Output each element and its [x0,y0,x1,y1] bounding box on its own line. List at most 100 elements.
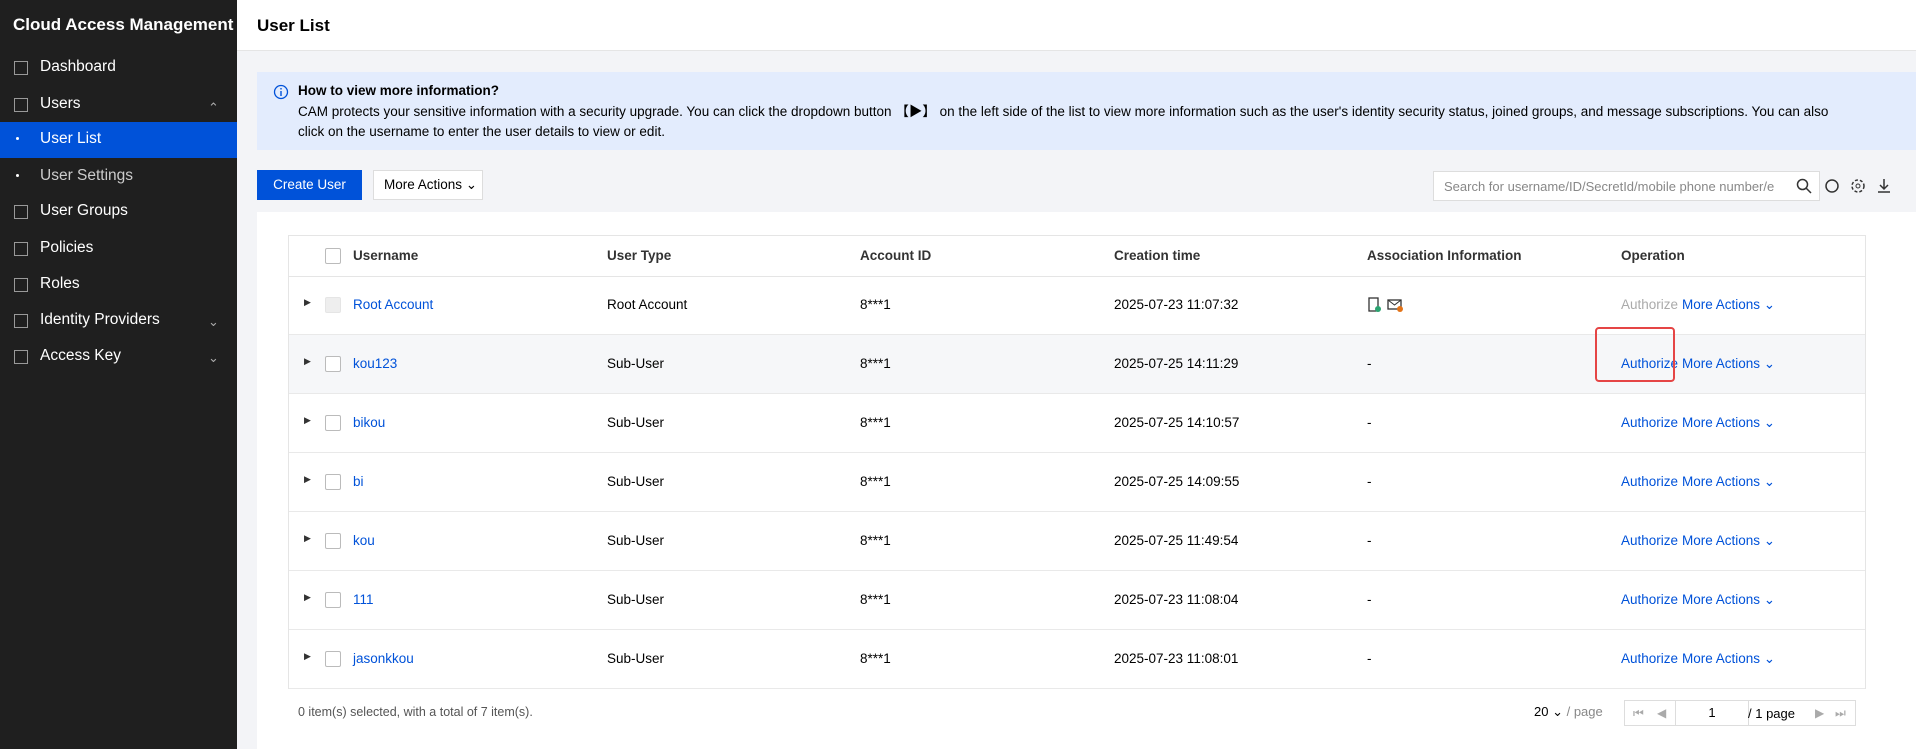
username[interactable]: 111 [353,592,374,607]
account-id: 8***1 [860,592,891,607]
more-actions-label: More Actions [1682,415,1761,430]
username[interactable]: kou [353,533,375,548]
column-header: Creation time [1114,248,1201,263]
expand-arrow[interactable]: ▶ [304,297,311,307]
nav-item[interactable]: Dashboard [40,58,116,75]
account-id: 8***1 [860,297,891,312]
more-actions-label: More Actions [1682,592,1761,607]
nav-icon [14,242,28,256]
authorize-link[interactable]: Authorize [1621,592,1679,607]
nav-icon [14,350,28,364]
username[interactable]: bi [353,474,364,489]
column-header: Account ID [860,248,932,263]
user-type: Sub-User [607,592,665,607]
username[interactable]: Root Account [353,297,434,312]
nav-item[interactable]: Policies [40,239,94,256]
expand-arrow[interactable]: ▶ [304,356,311,366]
nav-item[interactable]: Access Key [40,347,121,364]
total-pages: / 1 page [1748,706,1795,721]
username[interactable]: bikou [353,415,386,430]
expand-arrow[interactable]: ▶ [304,415,311,425]
search-box[interactable]: Search for username/ID/SecretId/mobile p… [1433,171,1820,201]
nav-icon [14,205,28,219]
nav-icon [14,278,28,292]
sidebar: Cloud Access Management Dashboard Users Us… [0,0,237,749]
row [289,453,1865,512]
user-type: Sub-User [607,533,665,548]
pagination: ⏮ ◀ 1 / 1 page ▶ ⏭ [1624,700,1856,726]
nav-icon [16,174,19,177]
expand-arrow[interactable]: ▶ [304,533,311,543]
info-title: How to view more information? [298,83,500,98]
authorize-link: Authorize [1621,297,1679,312]
page-size-value: 20 [1534,704,1549,719]
checkbox[interactable] [325,415,341,431]
toolbar-icons[interactable] [1824,177,1910,195]
more-actions-button[interactable]: More Actions ⌄ [373,170,483,200]
column-header: Operation [1621,248,1685,263]
nav-item[interactable]: User Groups [40,202,128,219]
checkbox[interactable] [325,356,341,372]
row [289,630,1865,689]
creation-time: 2025-07-23 11:07:32 [1114,297,1239,312]
user-type: Sub-User [607,415,665,430]
creation-time: 2025-07-23 11:08:04 [1114,592,1239,607]
authorize-link[interactable]: Authorize [1621,651,1679,666]
association: - [1367,356,1372,371]
expand-arrow[interactable]: ▶ [304,592,311,602]
more-actions-link[interactable]: More Actions ⌄ [1682,533,1776,548]
nav-item[interactable]: User Settings [40,167,134,184]
checkbox[interactable] [325,592,341,608]
more-actions-label: More Actions [1682,651,1761,666]
nav-item[interactable]: Roles [40,275,80,292]
more-actions-link[interactable]: More Actions ⌄ [1682,474,1776,489]
chevron: ⌄ [208,350,219,365]
checkbox[interactable] [325,248,341,264]
row [289,276,1865,335]
page-title: User List [257,16,330,35]
more-actions-link[interactable]: More Actions ⌄ [1682,651,1776,666]
more-actions-link[interactable]: More Actions ⌄ [1682,297,1776,312]
more-actions-link[interactable]: More Actions ⌄ [1682,356,1776,371]
highlight-box [1595,327,1675,382]
info-icon [273,84,289,100]
authorize-link[interactable]: Authorize [1621,415,1679,430]
page-input[interactable]: 1 [1675,701,1749,725]
more-actions-label: More Actions [1682,474,1761,489]
nav-item[interactable]: Identity Providers [40,311,160,328]
creation-time: 2025-07-25 14:10:57 [1114,415,1240,430]
creation-time: 2025-07-25 14:09:55 [1114,474,1240,489]
row [289,571,1865,630]
info-text: CAM protects your sensitive information … [298,104,1829,139]
authorize-link[interactable]: Authorize [1621,533,1679,548]
checkbox[interactable] [325,533,341,549]
expand-arrow[interactable]: ▶ [304,474,311,484]
checkbox[interactable] [325,474,341,490]
more-actions-link[interactable]: More Actions ⌄ [1682,415,1776,430]
expand-arrow[interactable]: ▶ [304,651,311,661]
nav-icon [14,98,28,112]
account-id: 8***1 [860,533,891,548]
authorize-link[interactable]: Authorize [1621,474,1679,489]
page-size[interactable]: 20 ⌄ / page [1534,704,1603,719]
nav-item[interactable]: Users [40,95,81,112]
user-type: Sub-User [607,356,665,371]
checkbox[interactable] [325,297,341,313]
more-actions-link[interactable]: More Actions ⌄ [1682,592,1776,607]
association: - [1367,592,1372,607]
username[interactable]: jasonkkou [353,651,414,666]
account-id: 8***1 [860,415,891,430]
user-type: Root Account [607,297,688,312]
checkbox[interactable] [325,651,341,667]
creation-time: 2025-07-25 14:11:29 [1114,356,1239,371]
chevron: ⌃ [208,100,219,115]
nav-item[interactable]: User List [40,130,102,147]
username[interactable]: kou123 [353,356,398,371]
create-user-button[interactable]: Create User [257,170,362,200]
association: - [1367,651,1372,666]
user-type: Sub-User [607,474,665,489]
per-page: / page [1566,704,1603,719]
sidebar-title: Cloud Access Management [13,15,234,34]
authorize-link[interactable]: Authorize [1621,356,1679,371]
